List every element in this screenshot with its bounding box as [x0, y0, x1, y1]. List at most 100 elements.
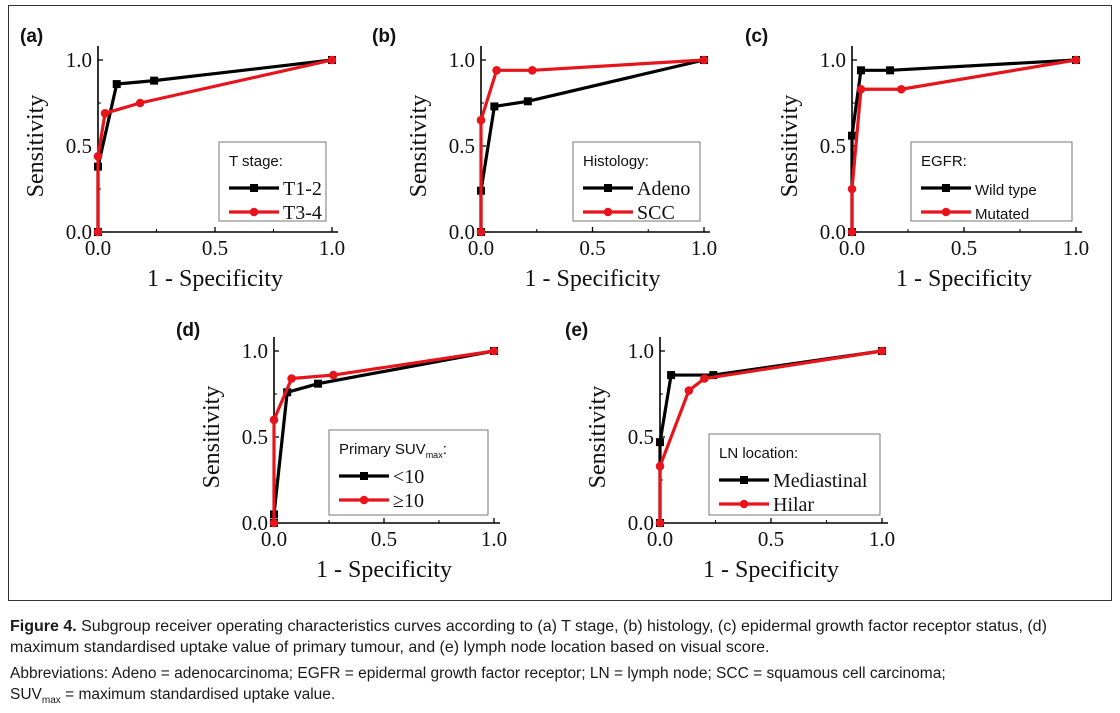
- y-tick-label: 0.0: [820, 220, 846, 244]
- suv-subscript: max: [41, 695, 61, 707]
- legend-label: T1-2: [283, 178, 322, 200]
- legend-marker-circle: [739, 499, 749, 509]
- y-axis-title: Sensitivity: [23, 95, 49, 198]
- legend-marker-circle: [249, 207, 259, 217]
- roc-panel-3: (c) 0.00.0 0.5 0.5 1.0 1.0 1 - Specificity Sens…: [745, 26, 1089, 292]
- figure-caption-text: Subgroup receiver operating characterist…: [10, 618, 1047, 656]
- data-point-circle: [100, 109, 110, 118]
- suv-prefix: SUV: [10, 686, 42, 703]
- data-point-circle: [699, 55, 709, 65]
- legend-label: <10: [393, 466, 424, 488]
- y-tick-label: 0.0: [628, 511, 654, 535]
- y-tick-label: 1.0: [628, 339, 654, 363]
- legend-label: ≥10: [393, 490, 424, 512]
- data-point-square: [856, 66, 865, 75]
- suv-definition: = maximum standardised uptake value.: [60, 686, 336, 703]
- data-point-square: [886, 66, 895, 75]
- data-point-square: [667, 371, 676, 380]
- data-point-circle: [287, 374, 296, 383]
- x-tick-label: 1.0: [691, 236, 717, 260]
- data-point-square: [112, 80, 121, 89]
- data-point-circle: [655, 518, 665, 528]
- legend-label: Mediastinal: [773, 470, 868, 492]
- x-axis-title: 1 - Specificity: [147, 266, 283, 292]
- x-tick-label: 1.0: [319, 236, 345, 260]
- figure-caption-label: Figure 4.: [10, 618, 77, 635]
- y-axis-title: Sensitivity: [585, 386, 611, 489]
- data-point-circle: [476, 227, 486, 237]
- data-point-circle: [492, 66, 501, 75]
- x-tick-label: 0.5: [951, 236, 977, 260]
- x-tick-label: 1.0: [481, 527, 507, 551]
- legend-title: Primary SUVmax:: [339, 441, 447, 460]
- y-tick-label: 0.0: [66, 220, 92, 244]
- figure-panels: (a)0.00.00.50.51.01.01 - SpecificitySens…: [20, 26, 1089, 583]
- x-tick-label: 0.5: [758, 527, 784, 551]
- legend-box: [218, 141, 327, 222]
- roc-panel-5: (e) 0.00.0 0.5 0.5 1.0 1.0 1 - Specificity Sens…: [565, 320, 895, 583]
- y-tick-label: 0.5: [449, 134, 475, 158]
- legend-marker-square: [942, 184, 950, 192]
- data-point-square: [150, 76, 159, 85]
- x-tick-label: 0.0: [261, 527, 287, 551]
- data-point-circle: [329, 370, 338, 380]
- legend-marker-square: [604, 184, 612, 192]
- y-tick-label: 0.5: [820, 134, 846, 158]
- y-tick-label: 1.0: [66, 48, 92, 72]
- panel-label: (e): [565, 320, 588, 341]
- legend-marker-square: [740, 476, 748, 484]
- abbreviations-text: Abbreviations: Adeno = adenocarcinoma; E…: [10, 665, 946, 682]
- data-point-circle: [93, 152, 103, 161]
- legend-marker-square: [360, 472, 368, 480]
- panel-label: (c): [745, 26, 768, 47]
- y-tick-label: 0.5: [628, 425, 654, 449]
- legend-box: [708, 433, 881, 516]
- data-point-circle: [476, 115, 486, 125]
- x-axis-title: 1 - Specificity: [703, 557, 839, 583]
- y-axis-title: Sensitivity: [777, 95, 803, 198]
- x-tick-label: 0.5: [202, 236, 228, 260]
- y-tick-label: 1.0: [449, 48, 475, 72]
- data-point-circle: [135, 98, 145, 108]
- data-point-circle: [489, 346, 499, 356]
- legend-title: T stage:: [229, 153, 283, 170]
- data-point-circle: [1071, 55, 1081, 65]
- abbreviations-note: Abbreviations: Adeno = adenocarcinoma; E…: [10, 663, 1114, 711]
- figure-frame: [8, 5, 1112, 601]
- panel-label: (a): [20, 26, 43, 47]
- x-tick-label: 1.0: [869, 527, 895, 551]
- legend-label: Wild type: [975, 182, 1037, 199]
- legend-box: [910, 141, 1073, 222]
- data-point-square: [490, 102, 499, 111]
- x-axis-title: 1 - Specificity: [316, 557, 452, 583]
- legend-title: LN location:: [719, 445, 798, 462]
- legend-label: T3-4: [283, 202, 322, 224]
- y-tick-label: 1.0: [242, 339, 268, 363]
- x-tick-label: 0.0: [468, 236, 494, 260]
- data-point-circle: [269, 415, 279, 425]
- data-point-square: [848, 131, 856, 140]
- data-point-circle: [327, 55, 337, 65]
- data-point-circle: [896, 84, 906, 94]
- x-tick-label: 0.5: [579, 236, 605, 260]
- data-point-circle: [700, 374, 709, 383]
- legend-title: Histology:: [583, 153, 649, 170]
- data-point-circle: [93, 227, 103, 237]
- data-point-circle: [847, 227, 857, 237]
- legend-label: Hilar: [773, 494, 814, 516]
- figure-caption: Figure 4. Subgroup receiver operating ch…: [10, 616, 1114, 658]
- data-point-circle: [856, 84, 866, 94]
- legend-label: SCC: [637, 202, 675, 224]
- roc-panel-2: (b) 0.00.0 0.5 0.5 1.0 1.0 1 - Specificity Sens…: [372, 26, 717, 292]
- y-tick-label: 1.0: [820, 48, 846, 72]
- x-tick-label: 1.0: [1063, 236, 1089, 260]
- data-point-square: [709, 371, 718, 380]
- legend-marker-circle: [941, 207, 951, 217]
- data-point-circle: [847, 184, 857, 194]
- roc-panel-4: (d) 0.00.0 0.5 0.5 1.0 1.0 1 - Specificity Sens…: [176, 320, 507, 583]
- data-point-circle: [684, 386, 694, 395]
- y-axis-title: Sensitivity: [406, 95, 432, 198]
- x-tick-label: 0.0: [647, 527, 673, 551]
- data-point-circle: [269, 518, 279, 528]
- y-tick-label: 0.0: [242, 511, 268, 535]
